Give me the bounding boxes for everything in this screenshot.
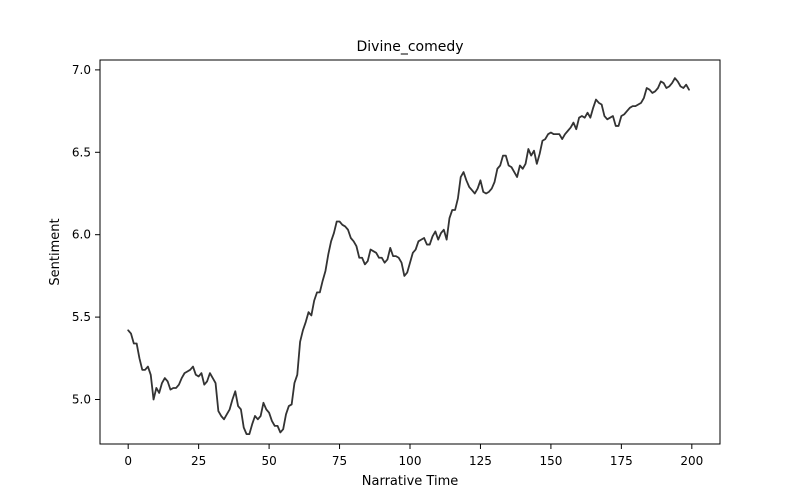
x-axis: 0 25 50 75 100 125 150 175 200 [124,444,703,468]
y-axis: 5.0 5.5 6.0 6.5 7.0 [72,63,100,407]
x-tick-label-8: 200 [680,454,703,468]
chart-title: Divine_comedy [356,39,463,55]
y-tick-label-4: 7.0 [72,63,91,77]
x-tick-label-6: 150 [539,454,562,468]
x-tick-label-4: 100 [399,454,422,468]
x-tick-label-7: 175 [610,454,633,468]
y-axis-label: Sentiment [48,218,63,285]
x-axis-label: Narrative Time [362,474,458,489]
x-tick-label-5: 125 [469,454,492,468]
x-tick-label-0: 0 [124,454,132,468]
y-tick-label-0: 5.0 [72,393,91,407]
x-tick-label-1: 25 [191,454,206,468]
y-tick-label-2: 6.0 [72,228,91,242]
x-tick-label-2: 50 [261,454,276,468]
y-tick-label-3: 6.5 [72,145,91,159]
x-tick-label-3: 75 [332,454,347,468]
series-line [127,77,690,436]
plot-area [127,77,690,436]
y-tick-label-1: 5.5 [72,310,91,324]
